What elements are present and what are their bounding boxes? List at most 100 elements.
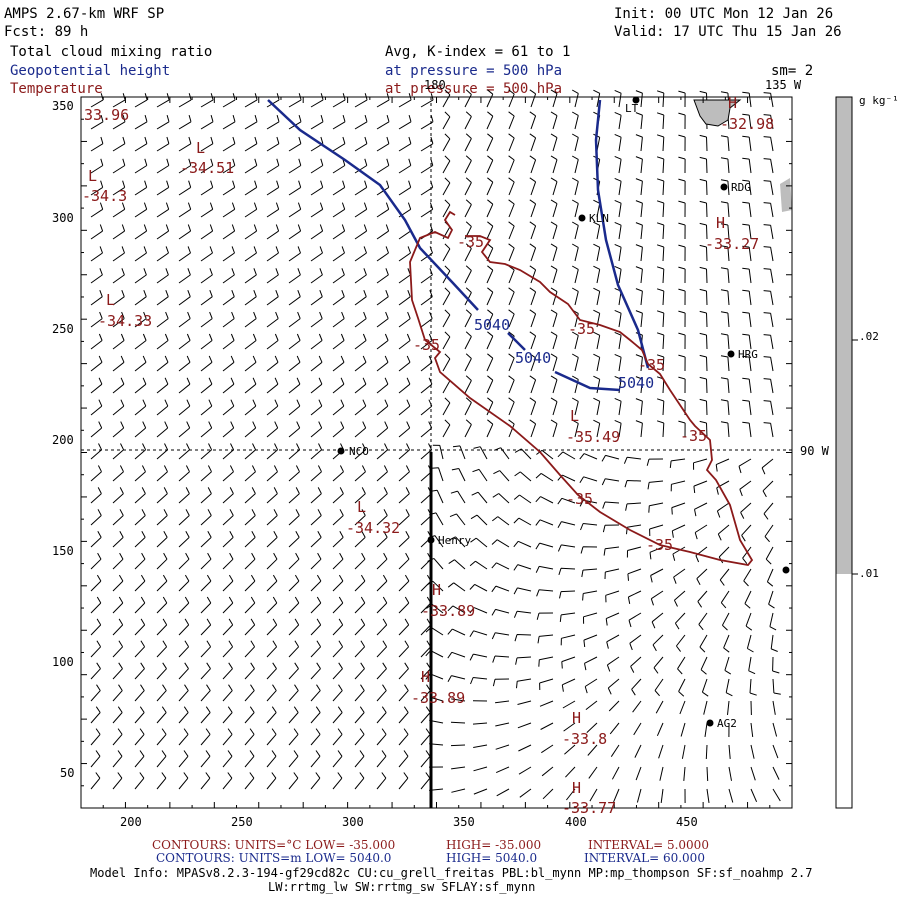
wind-barb: [593, 375, 601, 394]
wind-barb: [580, 523, 598, 531]
wind-barb: [134, 355, 147, 372]
wind-barb: [112, 596, 124, 614]
wind-barb: [593, 221, 601, 240]
wind-barb: [90, 333, 103, 350]
wind-barb: [354, 202, 368, 218]
wind-barb: [763, 246, 774, 262]
wind-barb: [742, 377, 752, 394]
wind-barb: [558, 567, 576, 576]
wind-barb: [529, 265, 537, 284]
wind-barb: [222, 706, 233, 724]
wind-barb: [244, 333, 257, 350]
wind-barb: [354, 728, 365, 746]
wind-barb: [660, 788, 664, 803]
wind-barb: [90, 552, 102, 570]
wind-barb: [742, 223, 752, 240]
wind-barb: [769, 612, 777, 631]
wind-barb: [310, 750, 321, 768]
wind-barb: [486, 375, 494, 394]
wind-barb: [508, 265, 515, 284]
init-time: Init: 00 UTC Mon 12 Jan 26: [614, 6, 834, 22]
wind-barb: [112, 355, 125, 372]
wind-barb: [90, 268, 103, 284]
wind-barb: [772, 656, 780, 674]
wind-barb: [222, 333, 235, 350]
wind-barb: [720, 179, 730, 196]
wind-barb: [635, 420, 643, 438]
wind-barb: [156, 136, 170, 152]
wind-barb: [90, 158, 104, 174]
wind-barb: [571, 375, 579, 394]
wind-barb: [514, 471, 532, 482]
wind-barb: [266, 399, 279, 416]
wind-barb: [244, 158, 258, 174]
wind-barb: [222, 487, 234, 504]
wind-barb: [244, 268, 257, 284]
wind-barb: [420, 706, 431, 724]
wind-barb: [112, 443, 125, 460]
wind-barb: [266, 552, 278, 570]
wind-barb: [673, 590, 686, 607]
wind-barb: [310, 180, 324, 196]
wind-barb: [112, 377, 125, 394]
wind-barb: [156, 443, 169, 460]
wind-barb: [398, 640, 410, 658]
wind-barb: [464, 133, 472, 152]
wind-barb: [550, 309, 558, 328]
wind-barb: [772, 766, 780, 780]
wind-barb: [425, 650, 444, 658]
wind-barb: [200, 552, 212, 570]
wind-barb: [112, 465, 124, 482]
wind-barb: [156, 706, 167, 724]
wind-barb: [266, 509, 278, 526]
wind-barb: [656, 266, 665, 284]
wind-barb: [541, 766, 554, 777]
wind-barb: [656, 310, 665, 328]
wind-barb: [486, 89, 494, 108]
wind-barb: [508, 353, 515, 372]
wind-barb: [200, 421, 213, 438]
wind-barb: [200, 93, 214, 108]
y-tick-150: 150: [52, 544, 74, 558]
wind-barb: [244, 355, 257, 372]
wind-barb: [496, 788, 510, 797]
wind-barb: [398, 596, 410, 614]
wind-barb: [699, 634, 708, 653]
wind-barb: [471, 491, 488, 504]
y-tick-200: 200: [52, 433, 74, 447]
wind-barb: [583, 634, 598, 648]
wind-barb: [508, 221, 515, 240]
wind-barb: [310, 224, 324, 240]
wind-barb: [486, 397, 494, 416]
wind-barb: [470, 677, 488, 685]
wind-barb: [678, 310, 686, 328]
hl-value: -33.89: [411, 689, 465, 707]
wind-barb: [222, 421, 235, 438]
wind-barb: [763, 180, 774, 196]
wind-barb: [244, 684, 255, 702]
wind-barb: [134, 377, 147, 394]
wind-barb: [565, 766, 576, 778]
wind-barb: [354, 618, 366, 636]
wind-barb: [332, 421, 345, 438]
wind-barb: [332, 552, 344, 570]
wind-barb: [354, 246, 367, 262]
wind-barb: [486, 265, 494, 284]
wind-barb: [244, 311, 257, 328]
wind-barb: [156, 750, 167, 768]
wind-barb: [635, 156, 643, 174]
wind-barb: [750, 788, 758, 803]
wind-barb: [354, 574, 366, 592]
wind-barb: [602, 501, 620, 509]
wind-barb: [112, 552, 124, 570]
wind-barb: [566, 788, 576, 801]
wind-barb: [513, 540, 532, 548]
wind-barb: [464, 309, 472, 328]
wind-barb: [656, 398, 665, 416]
wind-barb: [134, 290, 147, 306]
wind-barb: [631, 678, 642, 696]
wind-barb: [648, 502, 664, 513]
wind-barb: [669, 458, 686, 468]
wind-barb: [699, 134, 708, 152]
wind-barb: [508, 287, 515, 306]
